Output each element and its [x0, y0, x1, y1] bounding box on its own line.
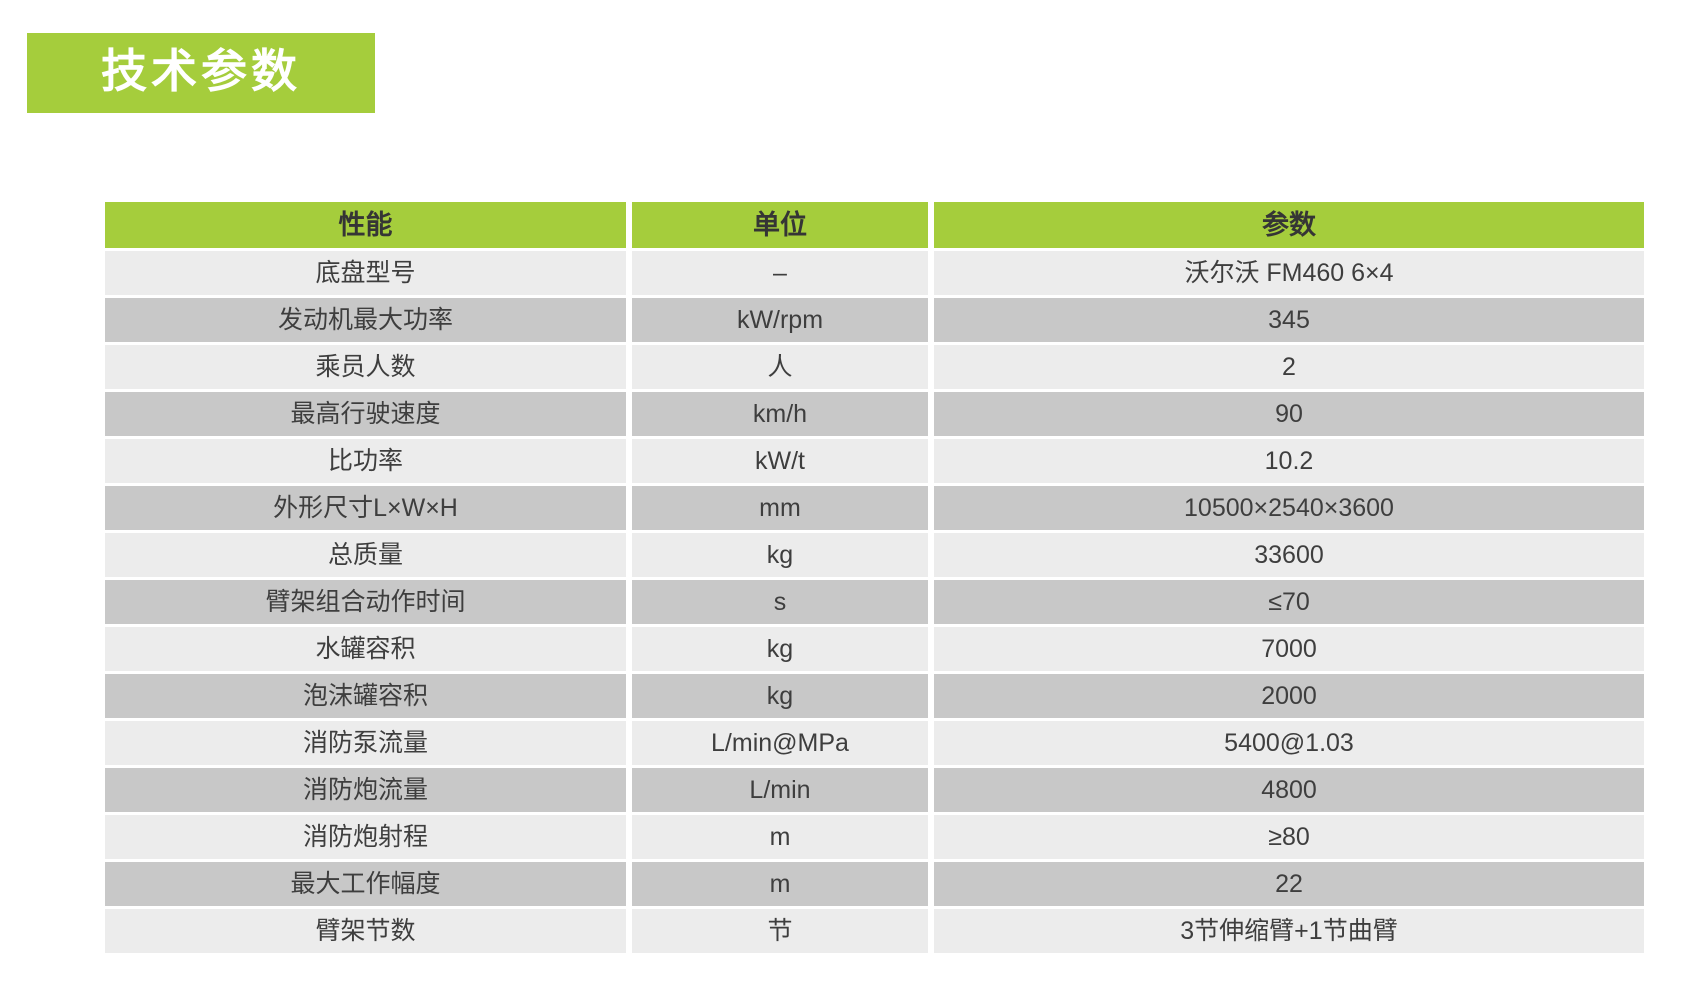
table-row: 总质量 kg 33600	[105, 533, 1644, 577]
value-cell: 3节伸缩臂+1节曲臂	[934, 909, 1644, 953]
table-row: 底盘型号 – 沃尔沃 FM460 6×4	[105, 251, 1644, 295]
table-body: 底盘型号 – 沃尔沃 FM460 6×4 发动机最大功率 kW/rpm 345 …	[105, 251, 1644, 953]
performance-cell: 最大工作幅度	[105, 862, 626, 906]
table-row: 乘员人数 人 2	[105, 345, 1644, 389]
value-cell: 33600	[934, 533, 1644, 577]
table-row: 消防炮射程 m ≥80	[105, 815, 1644, 859]
header-unit: 单位	[632, 202, 928, 248]
table-row: 消防炮流量 L/min 4800	[105, 768, 1644, 812]
performance-cell: 比功率	[105, 439, 626, 483]
value-cell: 沃尔沃 FM460 6×4	[934, 251, 1644, 295]
table-row: 泡沫罐容积 kg 2000	[105, 674, 1644, 718]
table-row: 发动机最大功率 kW/rpm 345	[105, 298, 1644, 342]
unit-cell: 节	[632, 909, 928, 953]
value-cell: 7000	[934, 627, 1644, 671]
table-row: 外形尺寸L×W×H mm 10500×2540×3600	[105, 486, 1644, 530]
performance-cell: 消防泵流量	[105, 721, 626, 765]
performance-cell: 乘员人数	[105, 345, 626, 389]
table-row: 消防泵流量 L/min@MPa 5400@1.03	[105, 721, 1644, 765]
unit-cell: –	[632, 251, 928, 295]
performance-cell: 外形尺寸L×W×H	[105, 486, 626, 530]
performance-cell: 泡沫罐容积	[105, 674, 626, 718]
unit-cell: mm	[632, 486, 928, 530]
performance-cell: 臂架组合动作时间	[105, 580, 626, 624]
unit-cell: L/min@MPa	[632, 721, 928, 765]
performance-cell: 发动机最大功率	[105, 298, 626, 342]
unit-cell: kg	[632, 627, 928, 671]
unit-cell: s	[632, 580, 928, 624]
performance-cell: 消防炮射程	[105, 815, 626, 859]
table-row: 最大工作幅度 m 22	[105, 862, 1644, 906]
value-cell: 2	[934, 345, 1644, 389]
unit-cell: m	[632, 862, 928, 906]
value-cell: 5400@1.03	[934, 721, 1644, 765]
header-parameter: 参数	[934, 202, 1644, 248]
page-title: 技术参数	[101, 45, 301, 97]
unit-cell: L/min	[632, 768, 928, 812]
value-cell: 22	[934, 862, 1644, 906]
value-cell: 4800	[934, 768, 1644, 812]
table-row: 臂架组合动作时间 s ≤70	[105, 580, 1644, 624]
unit-cell: m	[632, 815, 928, 859]
table-header-row: 性能 单位 参数	[105, 202, 1644, 248]
performance-cell: 水罐容积	[105, 627, 626, 671]
performance-cell: 臂架节数	[105, 909, 626, 953]
table-row: 臂架节数 节 3节伸缩臂+1节曲臂	[105, 909, 1644, 953]
header-performance: 性能	[105, 202, 626, 248]
value-cell: 10500×2540×3600	[934, 486, 1644, 530]
unit-cell: kW/t	[632, 439, 928, 483]
table-row: 最高行驶速度 km/h 90	[105, 392, 1644, 436]
unit-cell: kg	[632, 533, 928, 577]
value-cell: 90	[934, 392, 1644, 436]
spec-table: 性能 单位 参数 底盘型号 – 沃尔沃 FM460 6×4 发动机最大功率 kW…	[105, 202, 1644, 956]
unit-cell: kg	[632, 674, 928, 718]
unit-cell: 人	[632, 345, 928, 389]
performance-cell: 底盘型号	[105, 251, 626, 295]
value-cell: ≤70	[934, 580, 1644, 624]
performance-cell: 最高行驶速度	[105, 392, 626, 436]
unit-cell: kW/rpm	[632, 298, 928, 342]
table-row: 比功率 kW/t 10.2	[105, 439, 1644, 483]
performance-cell: 消防炮流量	[105, 768, 626, 812]
value-cell: 10.2	[934, 439, 1644, 483]
value-cell: 2000	[934, 674, 1644, 718]
unit-cell: km/h	[632, 392, 928, 436]
value-cell: 345	[934, 298, 1644, 342]
value-cell: ≥80	[934, 815, 1644, 859]
table-row: 水罐容积 kg 7000	[105, 627, 1644, 671]
page-title-badge: 技术参数	[27, 33, 375, 113]
performance-cell: 总质量	[105, 533, 626, 577]
